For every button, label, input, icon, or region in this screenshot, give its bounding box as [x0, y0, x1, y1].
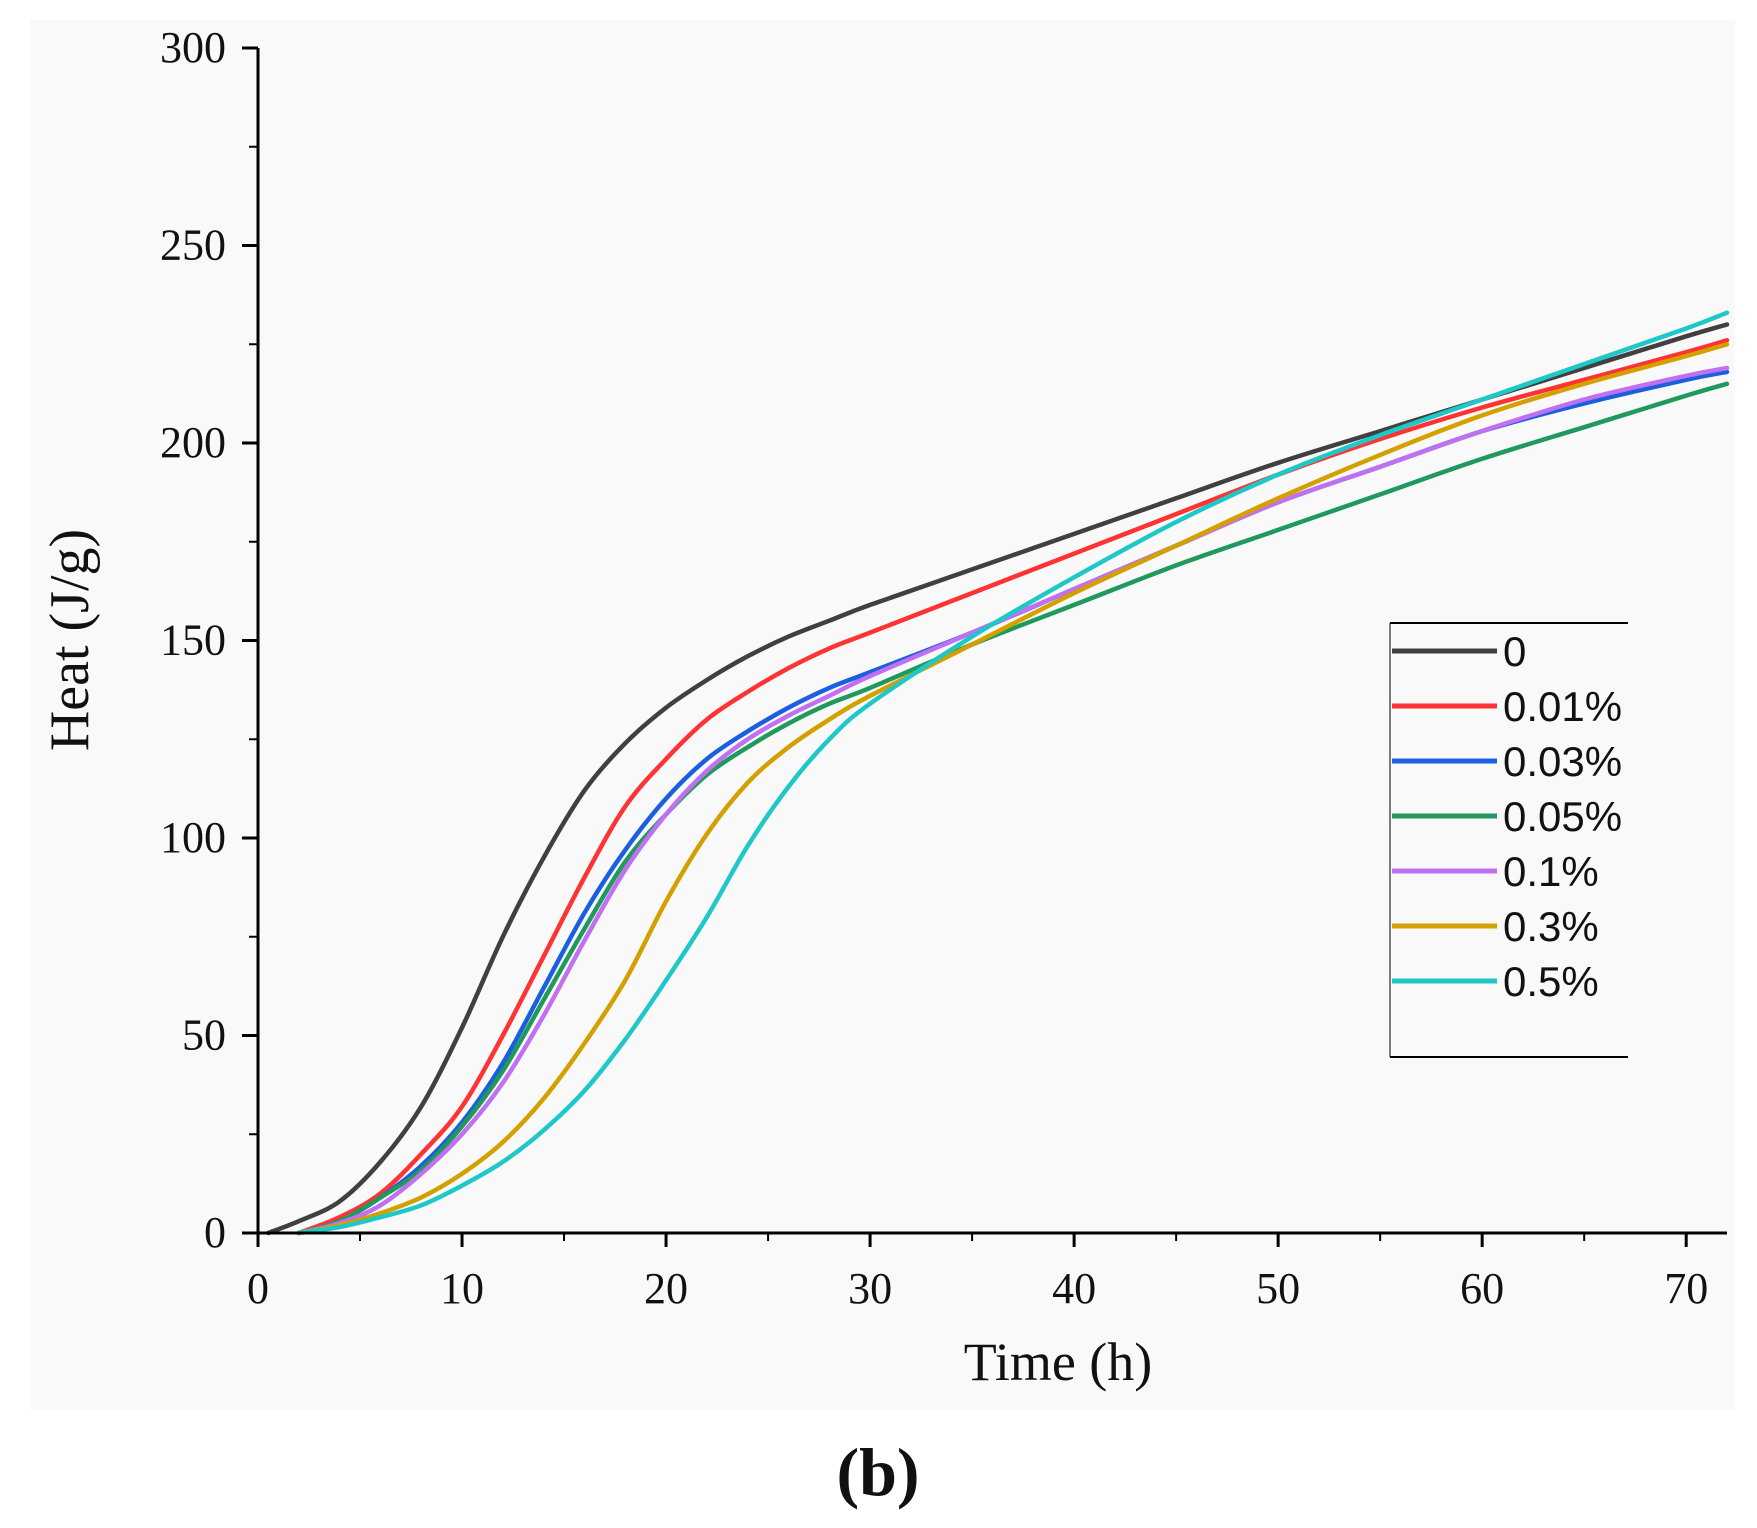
- series-line-4: [296, 365, 1730, 1236]
- legend: 0 0.01% 0.03% 0.05% 0.1% 0.3% 0.5%: [1389, 622, 1628, 1058]
- series-line-1: [296, 338, 1730, 1236]
- x-tick-label: 10: [440, 1264, 484, 1313]
- x-axis-title: Time (h): [964, 1332, 1153, 1392]
- x-tick-label: 0: [247, 1264, 269, 1313]
- legend-label: 0.05%: [1503, 793, 1622, 840]
- legend-label: 0.3%: [1503, 903, 1599, 950]
- y-axis-title: Heat (J/g): [39, 529, 101, 751]
- x-tick-label: 50: [1256, 1264, 1300, 1313]
- x-tick-label: 60: [1460, 1264, 1504, 1313]
- y-tick-label: 200: [160, 418, 226, 467]
- y-tick-label: 150: [160, 616, 226, 665]
- series-line-6: [296, 310, 1730, 1236]
- x-tick-label: 30: [848, 1264, 892, 1313]
- legend-label: 0.5%: [1503, 958, 1599, 1005]
- series-line-3: [296, 381, 1730, 1236]
- x-tick-label: 70: [1664, 1264, 1708, 1313]
- x-tick-label: 20: [644, 1264, 688, 1313]
- legend-label: 0: [1503, 628, 1526, 675]
- y-tick-label: 50: [182, 1011, 226, 1060]
- chart-curves: [265, 310, 1730, 1236]
- chart-ticks: 0 10 20 30 40 50 60 70 0 50 100 150 200 250 300: [160, 23, 1708, 1313]
- legend-label: 0.1%: [1503, 848, 1599, 895]
- legend-label: 0.01%: [1503, 683, 1622, 730]
- legend-label: 0.03%: [1503, 738, 1622, 785]
- y-tick-label: 300: [160, 23, 226, 72]
- x-tick-label: 40: [1052, 1264, 1096, 1313]
- series-line-0: [265, 322, 1730, 1236]
- y-tick-label: 250: [160, 221, 226, 270]
- y-tick-label: 0: [204, 1208, 226, 1257]
- figure-label: (b): [836, 1434, 919, 1510]
- series-line-5: [296, 342, 1730, 1236]
- plot-background: [30, 20, 1735, 1410]
- y-tick-label: 100: [160, 813, 226, 862]
